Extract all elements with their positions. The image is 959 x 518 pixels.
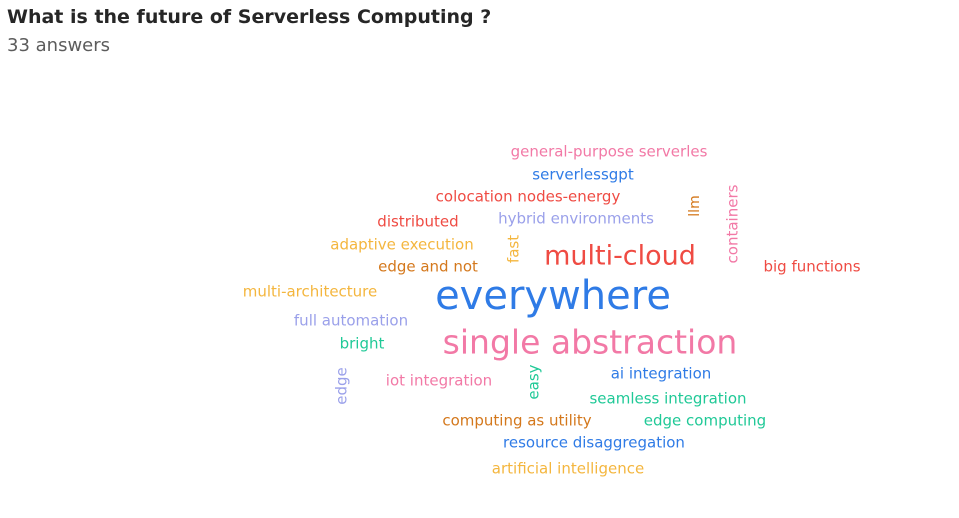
cloud-word: adaptive execution: [330, 235, 474, 254]
cloud-word: single abstraction: [442, 322, 738, 362]
cloud-word: big functions: [763, 257, 861, 276]
cloud-word: colocation nodes-energy: [435, 187, 621, 206]
cloud-word: easy: [524, 364, 543, 400]
cloud-word: iot integration: [385, 371, 493, 390]
cloud-word: hybrid environments: [498, 209, 654, 228]
cloud-word: general-purpose serverles: [510, 142, 708, 161]
cloud-word: containers: [723, 184, 742, 264]
cloud-word: full automation: [293, 311, 409, 330]
cloud-word: computing as utility: [442, 411, 592, 430]
cloud-word: artificial intelligence: [491, 459, 645, 478]
question-title: What is the future of Serverless Computi…: [7, 6, 492, 28]
cloud-word: fast: [504, 234, 523, 264]
answer-count: 33 answers: [7, 35, 111, 56]
cloud-word: edge computing: [643, 411, 767, 430]
cloud-word: llm: [687, 195, 703, 217]
cloud-word: serverlessgpt: [532, 165, 634, 184]
cloud-word: multi-architecture: [242, 282, 378, 301]
cloud-word: distributed: [377, 212, 459, 231]
cloud-word: seamless integration: [589, 389, 747, 408]
cloud-word: multi-cloud: [544, 240, 696, 272]
cloud-word: edge and not: [378, 257, 478, 276]
cloud-word: resource disaggregation: [503, 433, 685, 452]
cloud-word: bright: [339, 334, 385, 353]
cloud-word: everywhere: [435, 273, 671, 319]
cloud-word: ai integration: [610, 364, 712, 383]
cloud-word: edge: [332, 367, 351, 405]
